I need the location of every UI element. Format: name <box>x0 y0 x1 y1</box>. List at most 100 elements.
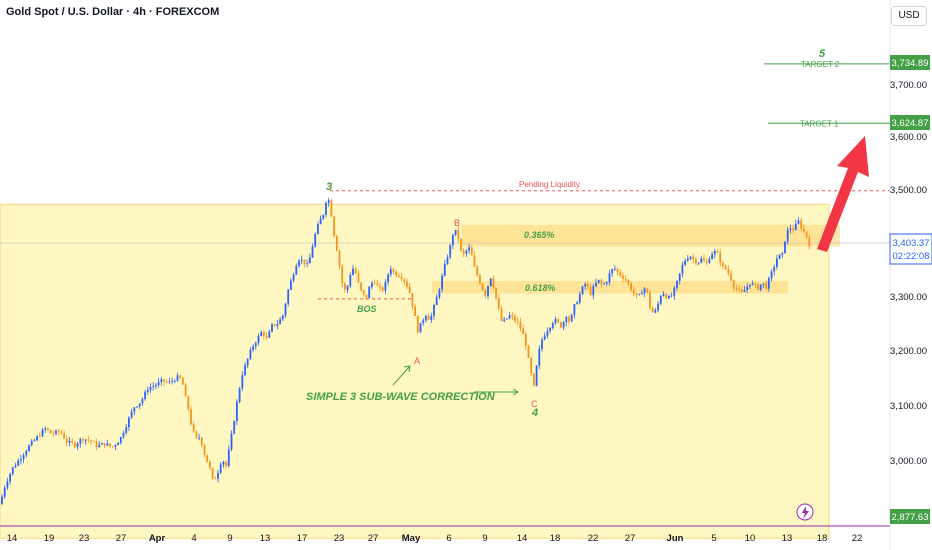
candle-body <box>584 283 587 287</box>
candle-body <box>52 433 55 434</box>
candle-body <box>578 294 581 303</box>
candle-body <box>516 320 519 322</box>
candle-body <box>541 339 543 349</box>
candle-body <box>589 287 592 296</box>
candle-body <box>425 315 427 321</box>
candle-body <box>57 430 60 432</box>
candle-body <box>20 459 22 461</box>
candle-body <box>236 401 238 422</box>
candle-body <box>573 304 576 315</box>
candle-body <box>214 478 217 479</box>
candle-body <box>759 284 762 290</box>
candle-body <box>803 228 805 232</box>
candle-body <box>473 255 476 267</box>
candle-body <box>465 250 468 254</box>
candle-body <box>109 443 111 447</box>
candle-body <box>446 257 449 264</box>
candle-body <box>408 286 411 294</box>
candle-body <box>597 279 600 283</box>
candle-body <box>481 283 484 291</box>
candle-body <box>327 200 330 203</box>
candle-body <box>6 481 9 488</box>
candle-body <box>335 236 338 251</box>
candle-body <box>144 391 146 400</box>
x-tick-label: 27 <box>625 533 636 544</box>
candle-body <box>30 440 33 446</box>
candle-body <box>651 307 654 313</box>
candle-body <box>538 348 541 366</box>
candle-body <box>211 467 214 479</box>
candle-body <box>600 279 603 285</box>
candle-body <box>260 332 263 336</box>
candle-body <box>395 271 398 276</box>
candle-body <box>398 275 400 277</box>
candle-body <box>230 433 233 450</box>
candle-body <box>684 260 686 265</box>
candle-body <box>551 322 554 328</box>
candle-body <box>689 256 692 259</box>
lightning-icon[interactable] <box>796 503 814 521</box>
candle-body <box>65 438 68 443</box>
candle-body <box>195 431 198 438</box>
candle-body <box>376 283 379 286</box>
candle-body <box>452 234 454 246</box>
candle-body <box>252 346 254 350</box>
candle-body <box>524 334 527 346</box>
candle-body <box>136 406 138 408</box>
candle-body <box>87 439 90 441</box>
candle-body <box>632 290 635 294</box>
fib-0618-label: 0.618% <box>525 283 556 293</box>
candle-body <box>92 441 95 443</box>
candle-body <box>797 220 800 224</box>
target-2-label: TARGET 2 <box>801 60 840 69</box>
candle-body <box>470 247 473 256</box>
x-tick-label: 18 <box>550 533 561 544</box>
wave-c-label: C <box>531 399 538 409</box>
candle-body <box>519 321 522 329</box>
candle-body <box>11 467 14 474</box>
candle-body <box>433 305 435 316</box>
candle-body <box>400 276 403 280</box>
target-1-label: TARGET 1 <box>800 119 839 128</box>
candle-body <box>503 319 506 322</box>
candle-body <box>570 314 573 322</box>
candle-body <box>778 254 781 259</box>
candle-body <box>697 262 700 264</box>
candle-body <box>662 293 665 296</box>
candle-body <box>619 272 622 276</box>
candle-body <box>36 436 38 441</box>
candle-body <box>330 200 333 217</box>
candle-body <box>244 365 246 376</box>
candle-body <box>713 250 716 255</box>
arrow-to-a <box>392 365 411 386</box>
x-tick-label: 23 <box>79 533 90 544</box>
candle-body <box>487 286 489 297</box>
candle-body <box>38 436 41 438</box>
candle-body <box>630 283 632 291</box>
candle-body <box>730 273 732 281</box>
candle-body <box>587 283 589 288</box>
candle-body <box>60 431 63 434</box>
candle-body <box>668 296 670 299</box>
candle-body <box>306 263 308 265</box>
candle-body <box>365 294 368 299</box>
candle-body <box>114 445 117 447</box>
candle-body <box>95 441 98 447</box>
wave-b-label: B <box>454 218 460 228</box>
candle-body <box>414 306 416 316</box>
candle-body <box>41 429 44 437</box>
candle-body <box>171 381 173 383</box>
candle-body <box>55 430 57 434</box>
correction-label: SIMPLE 3 SUB-WAVE CORRECTION <box>306 391 496 403</box>
candle-body <box>416 315 419 333</box>
candle-body <box>354 268 357 274</box>
candle-body <box>724 265 727 270</box>
candle-body <box>311 246 314 258</box>
candle-body <box>152 386 155 388</box>
candle-body <box>389 269 392 275</box>
currency-button[interactable]: USD <box>891 6 927 26</box>
candle-body <box>14 465 17 468</box>
x-tick-label: 9 <box>227 533 232 544</box>
